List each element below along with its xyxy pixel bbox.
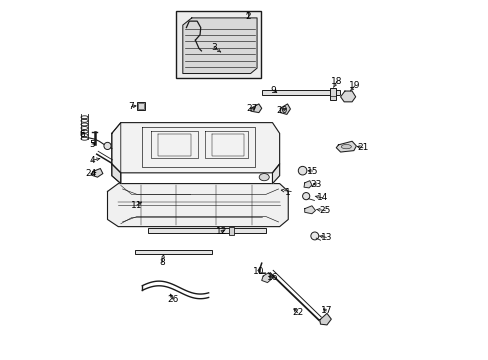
Text: 6: 6 (80, 130, 85, 139)
Text: 17: 17 (320, 306, 331, 315)
Text: 3: 3 (211, 43, 217, 52)
Polygon shape (336, 141, 356, 152)
Text: 12: 12 (215, 228, 226, 237)
Bar (147, 228, 265, 233)
Text: 27: 27 (245, 104, 257, 113)
Text: 7: 7 (128, 102, 134, 111)
Circle shape (298, 166, 306, 175)
Polygon shape (107, 184, 287, 226)
Text: 1: 1 (285, 188, 290, 197)
Text: 11: 11 (131, 201, 142, 210)
Circle shape (310, 232, 318, 240)
Text: 14: 14 (316, 193, 328, 202)
Polygon shape (112, 123, 279, 173)
Bar (176, 12, 260, 78)
Text: 9: 9 (270, 86, 276, 95)
Bar (229, 226, 233, 235)
Polygon shape (304, 206, 315, 214)
Text: 24: 24 (85, 169, 97, 178)
Text: 13: 13 (320, 233, 331, 242)
Polygon shape (91, 168, 102, 177)
Ellipse shape (341, 144, 351, 149)
Polygon shape (319, 314, 330, 325)
Text: 26: 26 (167, 294, 178, 303)
Text: 18: 18 (330, 77, 342, 86)
Polygon shape (272, 164, 279, 184)
Text: 16: 16 (267, 273, 278, 282)
Text: 19: 19 (348, 81, 360, 90)
Polygon shape (261, 273, 272, 283)
Text: 15: 15 (306, 167, 318, 176)
Text: 10: 10 (253, 267, 264, 276)
Text: 22: 22 (291, 308, 303, 317)
Text: 23: 23 (310, 180, 321, 189)
Polygon shape (250, 104, 261, 113)
Text: 21: 21 (356, 143, 368, 152)
Polygon shape (112, 123, 121, 184)
Circle shape (104, 142, 111, 149)
Polygon shape (340, 91, 355, 102)
Bar (135, 249, 212, 253)
Bar (138, 103, 143, 109)
Polygon shape (112, 164, 121, 184)
Text: 5: 5 (89, 140, 95, 149)
Text: 8: 8 (159, 258, 164, 267)
Polygon shape (280, 104, 290, 114)
Polygon shape (183, 18, 257, 73)
Polygon shape (304, 181, 311, 188)
Ellipse shape (259, 174, 269, 181)
Circle shape (302, 193, 309, 200)
Text: 20: 20 (276, 105, 287, 114)
Text: 2: 2 (245, 12, 250, 21)
Bar (261, 90, 339, 95)
Bar (137, 102, 144, 110)
Text: 25: 25 (319, 206, 330, 215)
Bar (329, 88, 336, 100)
Text: 4: 4 (89, 156, 95, 165)
